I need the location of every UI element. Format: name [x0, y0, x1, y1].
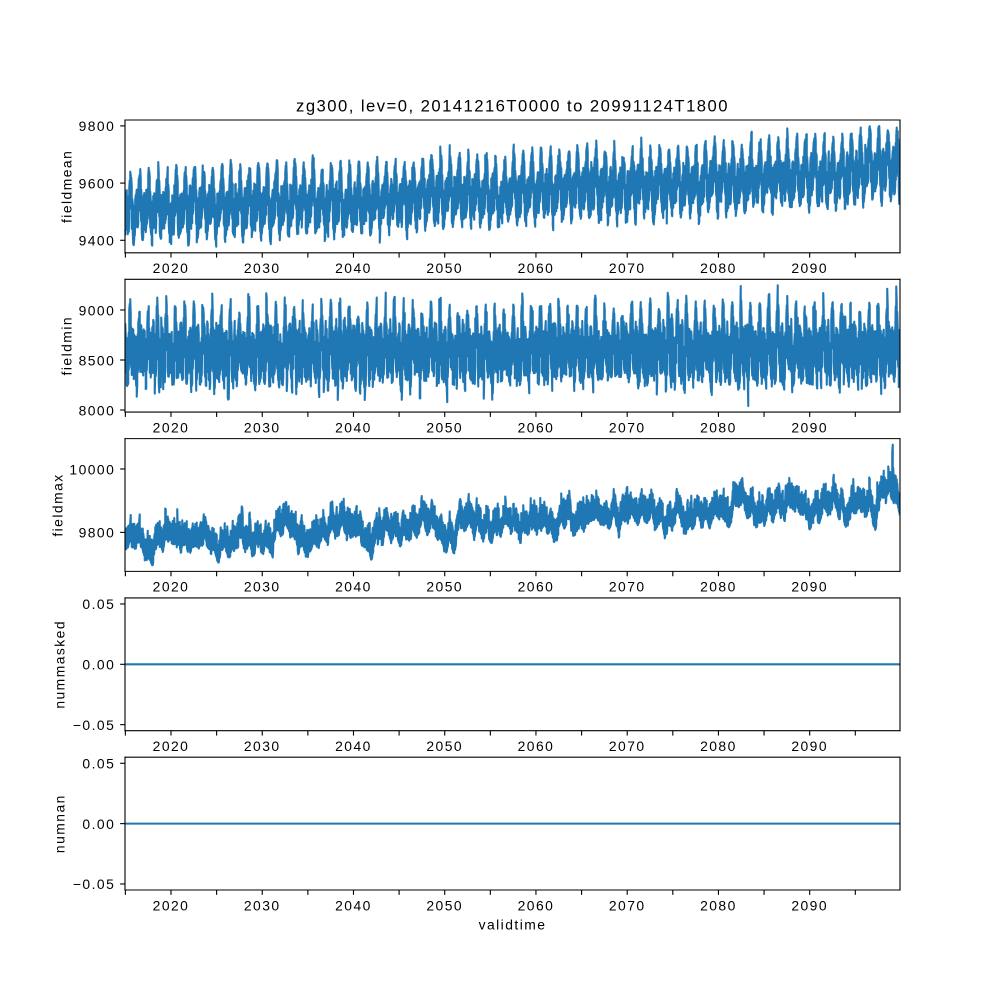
- svg-text:−0.05: −0.05: [73, 717, 115, 733]
- svg-text:2050: 2050: [426, 579, 463, 595]
- svg-text:2030: 2030: [244, 897, 281, 913]
- svg-text:−0.05: −0.05: [73, 876, 115, 892]
- svg-text:2060: 2060: [518, 738, 555, 754]
- svg-text:2040: 2040: [335, 897, 372, 913]
- svg-text:9800: 9800: [79, 525, 116, 541]
- svg-text:fieldmin: fieldmin: [58, 316, 74, 375]
- svg-text:2060: 2060: [518, 897, 555, 913]
- svg-text:9600: 9600: [79, 175, 116, 191]
- svg-text:2020: 2020: [153, 579, 190, 595]
- svg-text:2080: 2080: [700, 738, 737, 754]
- svg-text:2040: 2040: [335, 260, 372, 276]
- svg-text:8000: 8000: [79, 402, 116, 418]
- svg-text:2070: 2070: [609, 579, 646, 595]
- svg-text:numnan: numnan: [51, 794, 67, 853]
- svg-text:2090: 2090: [791, 579, 828, 595]
- svg-text:2020: 2020: [153, 738, 190, 754]
- svg-text:2040: 2040: [335, 419, 372, 435]
- svg-text:0.05: 0.05: [82, 596, 115, 612]
- svg-text:2090: 2090: [791, 260, 828, 276]
- svg-text:2030: 2030: [244, 738, 281, 754]
- svg-text:zg300, lev=0, 20141216T0000 to: zg300, lev=0, 20141216T0000 to 20991124T…: [296, 97, 729, 116]
- svg-text:2030: 2030: [244, 579, 281, 595]
- svg-text:2020: 2020: [153, 260, 190, 276]
- svg-text:2040: 2040: [335, 579, 372, 595]
- svg-text:2030: 2030: [244, 419, 281, 435]
- svg-text:fieldmax: fieldmax: [50, 473, 66, 536]
- svg-text:8500: 8500: [79, 352, 116, 368]
- svg-text:2050: 2050: [426, 419, 463, 435]
- svg-text:nummasked: nummasked: [51, 620, 67, 709]
- svg-text:2070: 2070: [609, 738, 646, 754]
- svg-text:2080: 2080: [700, 579, 737, 595]
- svg-text:9800: 9800: [79, 118, 116, 134]
- svg-text:9000: 9000: [79, 302, 116, 318]
- svg-text:2070: 2070: [609, 419, 646, 435]
- svg-text:2050: 2050: [426, 738, 463, 754]
- svg-text:2060: 2060: [518, 579, 555, 595]
- svg-text:2080: 2080: [700, 260, 737, 276]
- svg-text:2020: 2020: [153, 897, 190, 913]
- svg-text:2080: 2080: [700, 419, 737, 435]
- svg-text:2020: 2020: [153, 419, 190, 435]
- svg-text:2060: 2060: [518, 260, 555, 276]
- svg-text:2050: 2050: [426, 897, 463, 913]
- svg-text:2060: 2060: [518, 419, 555, 435]
- svg-text:2040: 2040: [335, 738, 372, 754]
- svg-text:2090: 2090: [791, 738, 828, 754]
- svg-text:2080: 2080: [700, 897, 737, 913]
- svg-text:2070: 2070: [609, 260, 646, 276]
- svg-text:fieldmean: fieldmean: [58, 150, 74, 223]
- svg-text:2090: 2090: [791, 897, 828, 913]
- svg-text:2030: 2030: [244, 260, 281, 276]
- svg-text:validtime: validtime: [479, 916, 547, 932]
- svg-text:10000: 10000: [69, 461, 115, 477]
- svg-text:0.00: 0.00: [82, 816, 115, 832]
- svg-text:2050: 2050: [426, 260, 463, 276]
- svg-text:0.00: 0.00: [82, 657, 115, 673]
- svg-text:2090: 2090: [791, 419, 828, 435]
- svg-text:0.05: 0.05: [82, 756, 115, 772]
- svg-text:2070: 2070: [609, 897, 646, 913]
- svg-text:9400: 9400: [79, 233, 116, 249]
